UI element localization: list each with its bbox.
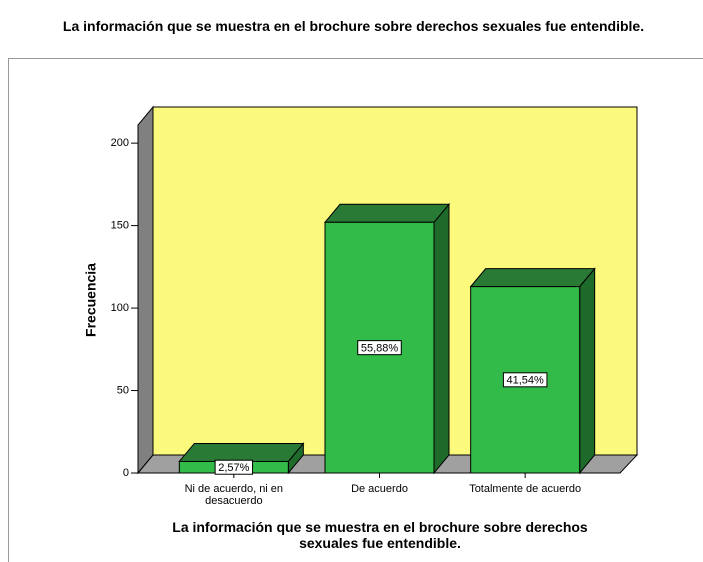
y-tick-label: 50 xyxy=(117,384,129,396)
bar-top xyxy=(323,203,451,223)
bar-side xyxy=(433,202,450,475)
bar-top xyxy=(178,442,305,462)
y-tick-label: 0 xyxy=(123,467,129,479)
y-tick-label: 200 xyxy=(111,137,129,149)
chart-title: La información que se muestra en el broc… xyxy=(62,18,645,34)
bar-label: 2,57% xyxy=(218,462,249,474)
bar-label-box xyxy=(357,340,402,356)
y-tick-label: 100 xyxy=(111,302,129,314)
bar-label-box xyxy=(502,372,548,388)
x-tick-label: Totalmente de acuerdo xyxy=(469,483,582,495)
y-tick-label: 150 xyxy=(111,220,129,232)
side-wall xyxy=(137,105,154,475)
bar-label: 55,88% xyxy=(361,343,399,355)
bar-label: 41,54% xyxy=(507,375,545,387)
bar-side xyxy=(579,267,596,475)
x-axis-title: La información que se muestra en el broc… xyxy=(172,519,588,551)
x-tick-label: De acuerdo xyxy=(351,483,408,495)
bar-top xyxy=(469,268,596,288)
bar-label-box xyxy=(214,459,254,475)
x-tick-label: Ni de acuerdo, ni en desacuerdo xyxy=(184,483,284,507)
y-axis-title: Frecuencia xyxy=(83,263,99,337)
